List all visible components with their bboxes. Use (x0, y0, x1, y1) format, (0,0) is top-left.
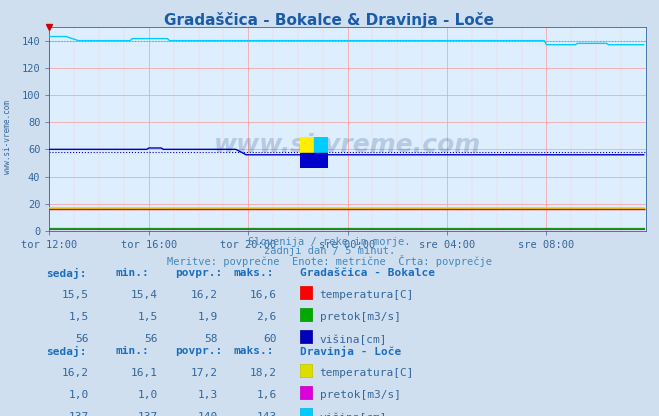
Text: 1,3: 1,3 (197, 390, 217, 400)
Text: pretok[m3/s]: pretok[m3/s] (320, 312, 401, 322)
Text: 137: 137 (138, 412, 158, 416)
Text: 1,0: 1,0 (138, 390, 158, 400)
Bar (314, 137, 328, 153)
Text: 15,4: 15,4 (131, 290, 158, 300)
Text: 56: 56 (145, 334, 158, 344)
Text: sedaj:: sedaj: (46, 268, 86, 280)
Text: povpr.:: povpr.: (175, 346, 222, 356)
Text: sedaj:: sedaj: (46, 346, 86, 357)
Text: 2,6: 2,6 (256, 312, 277, 322)
Text: 143: 143 (256, 412, 277, 416)
Text: www.si-vreme.com: www.si-vreme.com (214, 133, 481, 157)
Text: 58: 58 (204, 334, 217, 344)
Text: višina[cm]: višina[cm] (320, 412, 387, 416)
Text: Dravinja - Loče: Dravinja - Loče (300, 346, 401, 357)
Text: 16,2: 16,2 (190, 290, 217, 300)
Text: 16,1: 16,1 (131, 368, 158, 378)
Bar (300, 153, 328, 168)
Text: povpr.:: povpr.: (175, 268, 222, 278)
Text: višina[cm]: višina[cm] (320, 334, 387, 345)
Text: 16,6: 16,6 (250, 290, 277, 300)
Text: 15,5: 15,5 (62, 290, 89, 300)
Text: Meritve: povprečne  Enote: metrične  Črta: povprečje: Meritve: povprečne Enote: metrične Črta:… (167, 255, 492, 267)
Text: 1,9: 1,9 (197, 312, 217, 322)
Text: 1,6: 1,6 (256, 390, 277, 400)
Text: www.si-vreme.com: www.si-vreme.com (3, 100, 13, 174)
Text: 137: 137 (69, 412, 89, 416)
Text: min.:: min.: (115, 268, 149, 278)
Text: zadnji dan / 5 minut.: zadnji dan / 5 minut. (264, 246, 395, 256)
Text: 17,2: 17,2 (190, 368, 217, 378)
Text: 1,5: 1,5 (69, 312, 89, 322)
Text: 56: 56 (76, 334, 89, 344)
Text: Gradaščica - Bokalce: Gradaščica - Bokalce (300, 268, 435, 278)
Text: min.:: min.: (115, 346, 149, 356)
Text: temperatura[C]: temperatura[C] (320, 368, 414, 378)
Text: temperatura[C]: temperatura[C] (320, 290, 414, 300)
Text: 140: 140 (197, 412, 217, 416)
Text: 1,5: 1,5 (138, 312, 158, 322)
Text: 16,2: 16,2 (62, 368, 89, 378)
Text: maks.:: maks.: (234, 346, 274, 356)
Text: Gradaščica - Bokalce & Dravinja - Loče: Gradaščica - Bokalce & Dravinja - Loče (165, 12, 494, 27)
Text: pretok[m3/s]: pretok[m3/s] (320, 390, 401, 400)
Text: 1,0: 1,0 (69, 390, 89, 400)
Text: Slovenija / reke in morje.: Slovenija / reke in morje. (248, 237, 411, 247)
Bar (300, 137, 314, 153)
Text: 18,2: 18,2 (250, 368, 277, 378)
Text: maks.:: maks.: (234, 268, 274, 278)
Text: 60: 60 (264, 334, 277, 344)
